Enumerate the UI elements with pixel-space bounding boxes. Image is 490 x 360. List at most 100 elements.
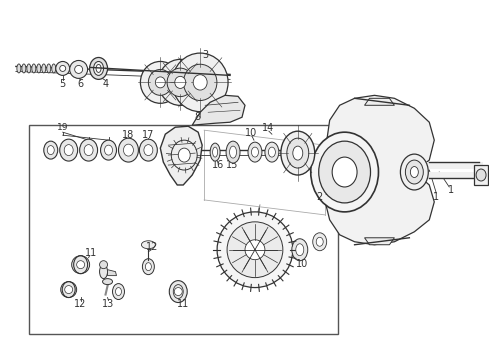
Ellipse shape <box>47 146 54 154</box>
Ellipse shape <box>332 157 357 187</box>
Text: 19: 19 <box>57 123 69 132</box>
Text: 16: 16 <box>212 160 224 170</box>
Ellipse shape <box>22 64 26 73</box>
Circle shape <box>99 261 107 269</box>
Text: 9: 9 <box>253 262 259 272</box>
Polygon shape <box>160 126 202 185</box>
Bar <box>474 165 488 185</box>
Ellipse shape <box>116 288 122 296</box>
Text: 1: 1 <box>448 185 454 195</box>
Polygon shape <box>365 238 394 245</box>
Ellipse shape <box>102 279 113 285</box>
Circle shape <box>227 222 283 278</box>
Ellipse shape <box>226 141 240 163</box>
Ellipse shape <box>400 154 428 190</box>
Ellipse shape <box>251 147 258 157</box>
Ellipse shape <box>141 62 180 103</box>
Ellipse shape <box>47 64 51 73</box>
Ellipse shape <box>313 233 327 251</box>
Ellipse shape <box>140 139 157 161</box>
Circle shape <box>61 282 76 298</box>
Ellipse shape <box>265 142 279 162</box>
Ellipse shape <box>169 280 187 302</box>
Ellipse shape <box>44 141 58 159</box>
Ellipse shape <box>104 145 113 155</box>
Circle shape <box>76 261 85 269</box>
Ellipse shape <box>318 141 370 203</box>
Text: 2: 2 <box>317 192 323 202</box>
Text: 13: 13 <box>102 298 115 309</box>
Ellipse shape <box>292 239 308 261</box>
Circle shape <box>56 62 70 75</box>
Ellipse shape <box>311 132 378 212</box>
Circle shape <box>72 256 90 274</box>
Ellipse shape <box>99 265 107 279</box>
Bar <box>29 125 338 334</box>
Polygon shape <box>192 95 245 125</box>
Ellipse shape <box>281 131 315 175</box>
Ellipse shape <box>248 142 262 162</box>
Ellipse shape <box>405 160 423 184</box>
Circle shape <box>70 60 88 78</box>
Ellipse shape <box>158 59 202 105</box>
Ellipse shape <box>144 145 153 156</box>
Ellipse shape <box>17 64 21 73</box>
Text: 14: 14 <box>262 123 274 133</box>
Ellipse shape <box>175 76 186 89</box>
Ellipse shape <box>213 147 218 157</box>
Ellipse shape <box>100 140 117 160</box>
Polygon shape <box>365 98 394 105</box>
Text: 11: 11 <box>177 298 189 309</box>
Text: 4: 4 <box>102 79 109 89</box>
Text: 17: 17 <box>142 130 154 140</box>
Circle shape <box>60 66 66 71</box>
Ellipse shape <box>476 169 486 181</box>
Ellipse shape <box>148 69 172 95</box>
Text: 10: 10 <box>295 259 308 269</box>
Ellipse shape <box>143 259 154 275</box>
Ellipse shape <box>119 138 138 162</box>
Ellipse shape <box>32 64 36 73</box>
Text: 11: 11 <box>84 248 97 258</box>
Ellipse shape <box>60 139 77 161</box>
Ellipse shape <box>142 241 155 249</box>
Ellipse shape <box>178 148 190 162</box>
Ellipse shape <box>173 285 183 298</box>
Circle shape <box>245 240 265 260</box>
Ellipse shape <box>269 147 275 157</box>
Text: 2: 2 <box>324 187 331 197</box>
Ellipse shape <box>52 64 56 73</box>
Text: 10: 10 <box>245 128 257 138</box>
Ellipse shape <box>296 244 304 256</box>
Ellipse shape <box>123 144 133 156</box>
Ellipse shape <box>193 75 207 90</box>
Text: 12: 12 <box>146 242 159 252</box>
Text: 18: 18 <box>122 130 135 140</box>
Ellipse shape <box>80 139 98 161</box>
Circle shape <box>65 285 73 293</box>
Ellipse shape <box>293 146 303 160</box>
Ellipse shape <box>94 62 103 75</box>
Text: 8: 8 <box>194 112 200 122</box>
Circle shape <box>174 288 182 296</box>
Ellipse shape <box>84 145 93 156</box>
Text: 7: 7 <box>337 167 343 177</box>
Ellipse shape <box>27 64 31 73</box>
Text: 3: 3 <box>202 50 208 60</box>
Text: 15: 15 <box>226 160 238 170</box>
Ellipse shape <box>96 64 101 72</box>
Text: 5: 5 <box>60 79 66 89</box>
Circle shape <box>74 66 83 73</box>
Ellipse shape <box>37 64 41 73</box>
Polygon shape <box>322 95 434 245</box>
Ellipse shape <box>229 146 237 158</box>
Ellipse shape <box>316 237 323 246</box>
Ellipse shape <box>410 167 418 177</box>
Ellipse shape <box>64 145 73 156</box>
Polygon shape <box>107 270 117 276</box>
Ellipse shape <box>183 64 217 100</box>
Ellipse shape <box>113 284 124 300</box>
Text: 12: 12 <box>74 298 87 309</box>
Ellipse shape <box>167 68 194 96</box>
Ellipse shape <box>42 64 46 73</box>
